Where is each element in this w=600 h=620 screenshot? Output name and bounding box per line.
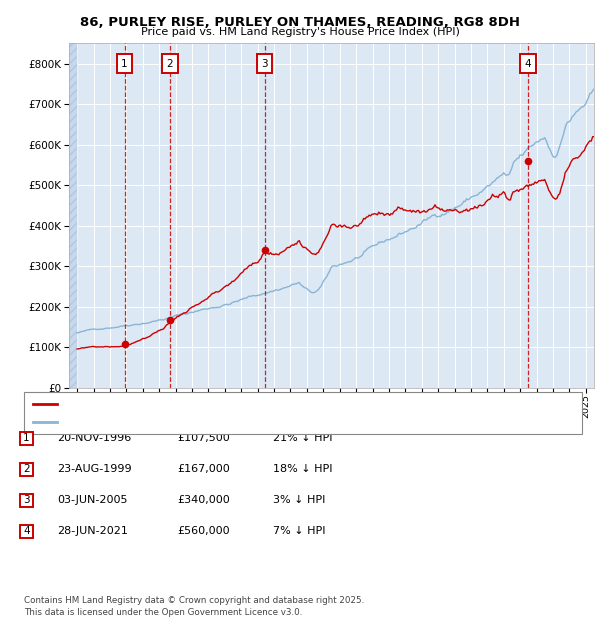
Text: Price paid vs. HM Land Registry's House Price Index (HPI): Price paid vs. HM Land Registry's House … [140, 27, 460, 37]
Text: 21% ↓ HPI: 21% ↓ HPI [273, 433, 332, 443]
Text: 28-JUN-2021: 28-JUN-2021 [57, 526, 128, 536]
Text: 86, PURLEY RISE, PURLEY ON THAMES, READING, RG8 8DH (detached house): 86, PURLEY RISE, PURLEY ON THAMES, READI… [61, 399, 446, 409]
Text: 18% ↓ HPI: 18% ↓ HPI [273, 464, 332, 474]
Text: 03-JUN-2005: 03-JUN-2005 [57, 495, 128, 505]
Text: 2: 2 [167, 59, 173, 69]
Text: 7% ↓ HPI: 7% ↓ HPI [273, 526, 325, 536]
Text: £167,000: £167,000 [177, 464, 230, 474]
Text: HPI: Average price, detached house, West Berkshire: HPI: Average price, detached house, West… [61, 417, 320, 427]
Text: 3% ↓ HPI: 3% ↓ HPI [273, 495, 325, 505]
Text: 1: 1 [23, 433, 30, 443]
FancyBboxPatch shape [257, 54, 272, 73]
Text: £340,000: £340,000 [177, 495, 230, 505]
Text: £107,500: £107,500 [177, 433, 230, 443]
FancyBboxPatch shape [520, 54, 536, 73]
Text: 4: 4 [23, 526, 30, 536]
Text: 86, PURLEY RISE, PURLEY ON THAMES, READING, RG8 8DH: 86, PURLEY RISE, PURLEY ON THAMES, READI… [80, 16, 520, 29]
FancyBboxPatch shape [117, 54, 133, 73]
FancyBboxPatch shape [162, 54, 178, 73]
Text: 3: 3 [23, 495, 30, 505]
Text: 2: 2 [23, 464, 30, 474]
Text: 20-NOV-1996: 20-NOV-1996 [57, 433, 131, 443]
Text: £560,000: £560,000 [177, 526, 230, 536]
Text: 4: 4 [525, 59, 532, 69]
Text: 1: 1 [121, 59, 128, 69]
Text: Contains HM Land Registry data © Crown copyright and database right 2025.
This d: Contains HM Land Registry data © Crown c… [24, 596, 364, 617]
Text: 23-AUG-1999: 23-AUG-1999 [57, 464, 131, 474]
Text: 3: 3 [261, 59, 268, 69]
